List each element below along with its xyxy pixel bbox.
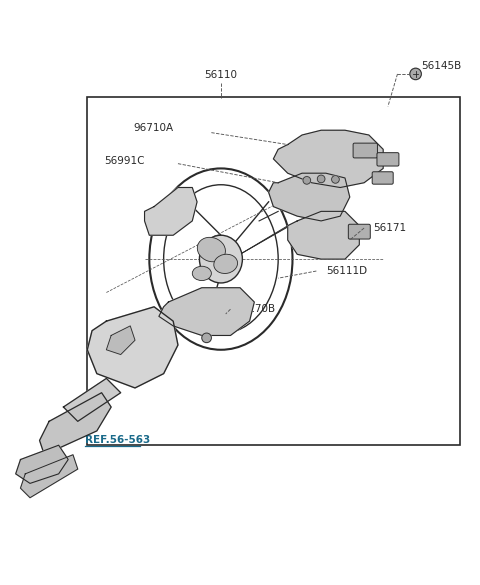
Polygon shape: [21, 455, 78, 498]
Polygon shape: [39, 393, 111, 455]
Text: REF.56-563: REF.56-563: [85, 435, 150, 445]
Polygon shape: [269, 173, 350, 221]
Polygon shape: [87, 307, 178, 388]
Polygon shape: [107, 326, 135, 355]
Polygon shape: [16, 445, 68, 483]
Ellipse shape: [199, 235, 242, 283]
Ellipse shape: [214, 254, 238, 274]
Circle shape: [410, 68, 421, 80]
Text: 56171: 56171: [373, 223, 407, 233]
Text: 56111D: 56111D: [326, 266, 367, 276]
Polygon shape: [288, 211, 360, 259]
FancyBboxPatch shape: [372, 172, 393, 184]
Text: 96710A: 96710A: [133, 123, 173, 133]
Polygon shape: [274, 130, 383, 188]
Ellipse shape: [192, 266, 211, 281]
FancyBboxPatch shape: [377, 153, 399, 166]
Text: 56170B: 56170B: [235, 304, 276, 314]
Text: 56145B: 56145B: [421, 61, 462, 71]
Ellipse shape: [197, 238, 226, 261]
Polygon shape: [159, 288, 254, 335]
Text: 56991C: 56991C: [104, 156, 144, 166]
FancyBboxPatch shape: [348, 224, 370, 239]
Polygon shape: [63, 378, 120, 421]
FancyBboxPatch shape: [353, 143, 377, 158]
Bar: [87, 97, 459, 445]
Circle shape: [303, 177, 311, 184]
Circle shape: [317, 175, 325, 183]
Polygon shape: [144, 188, 197, 235]
Circle shape: [332, 176, 339, 183]
Circle shape: [202, 333, 211, 343]
Text: 56110: 56110: [204, 70, 238, 80]
